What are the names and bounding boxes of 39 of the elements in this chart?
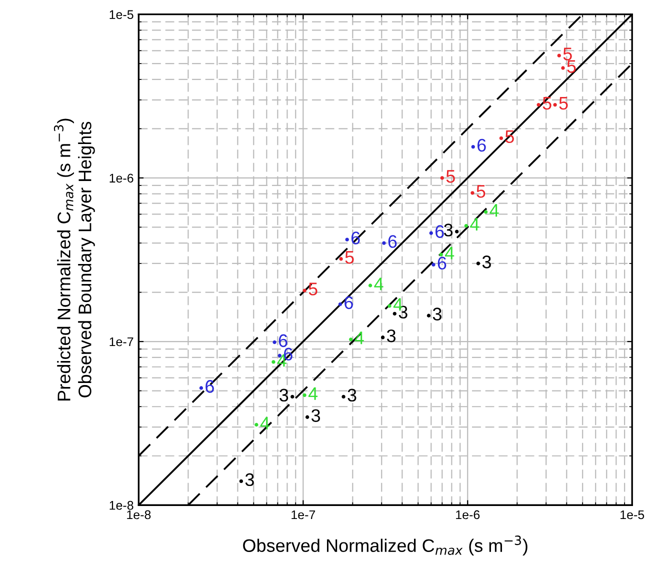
text: 3 <box>245 473 254 486</box>
series-label: 4 <box>374 278 384 290</box>
series-label: 5 <box>542 97 552 110</box>
series-label: 3 <box>482 256 491 268</box>
text: 5 <box>567 60 576 73</box>
y-tick-label: 1e-5 <box>110 10 134 19</box>
x-tick-label: 1e-6 <box>456 510 480 520</box>
text: 3 <box>348 388 356 402</box>
text: 6 <box>278 334 288 348</box>
text: 6 <box>388 235 397 248</box>
text: 6 <box>206 380 214 393</box>
y-axis-title: Predicted Normalized C$_{max}$ (s m$^{−3}$) Observed Boundary Layer Heights <box>54 118 95 400</box>
y-tick-label: 1e-8 <box>110 500 134 510</box>
text: 6 <box>438 256 446 270</box>
text: 3 <box>386 329 396 342</box>
text: 3 <box>432 308 442 320</box>
x-tick-label: 1e-5 <box>620 510 644 520</box>
x-axis-title: Observed Normalized C$_{max}$ (s m$^{−3}$) <box>243 536 528 556</box>
text: 5 <box>563 48 572 60</box>
x-tick-label: 1e-7 <box>292 510 316 520</box>
text: 3 <box>444 224 453 236</box>
text: 3 <box>280 388 288 402</box>
y-tick-label: 1e-7 <box>110 337 134 346</box>
text: 4 <box>490 204 499 217</box>
text: 6 <box>478 138 486 152</box>
x-tick-label: 1e-8 <box>127 510 151 520</box>
text: 5 <box>308 282 318 296</box>
text: 5 <box>559 97 568 110</box>
text: 5 <box>345 251 354 264</box>
y-tick-label: 1e-6 <box>110 174 134 183</box>
text: 3 <box>311 409 320 422</box>
text: 4 <box>470 218 480 230</box>
series-label: 6 <box>344 296 353 310</box>
text: 4 <box>445 246 454 260</box>
text: 5 <box>476 185 486 198</box>
text: 4 <box>308 387 318 400</box>
text: 6 <box>436 225 444 238</box>
text: 5 <box>446 170 455 183</box>
text: 4 <box>260 416 270 430</box>
